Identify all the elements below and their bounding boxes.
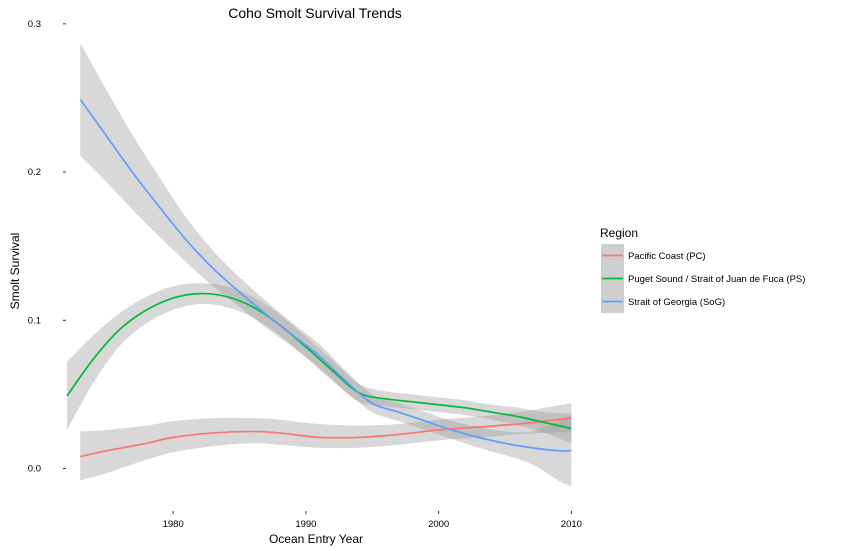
y-axis-title: Smolt Survival — [8, 233, 22, 310]
x-tick-label: 1990 — [295, 519, 316, 530]
y-tick-label: 0.3 — [28, 19, 41, 30]
x-tick-label: 2010 — [561, 519, 582, 530]
series-line-1 — [66, 292, 572, 430]
legend-label-0: Pacific Coast (PC) — [628, 251, 706, 262]
chart-title: Coho Smolt Survival Trends — [228, 5, 402, 21]
legend: Region Pacific Coast (PC) Puget Sound / S… — [600, 226, 805, 313]
series-lines — [66, 98, 572, 458]
legend-title: Region — [600, 226, 638, 240]
y-tick-label: 0.1 — [28, 315, 41, 326]
series-line-0 — [80, 417, 572, 458]
confidence-band-0 — [80, 403, 572, 481]
x-tick-label: 1980 — [163, 519, 184, 530]
confidence-band-1 — [67, 283, 572, 444]
x-tick-label: 2000 — [428, 519, 449, 530]
x-axis-title: Ocean Entry Year — [269, 532, 363, 546]
series-line-2 — [79, 98, 572, 452]
confidence-band-2 — [80, 43, 572, 487]
axis-ticks: 0.0 0.1 0.2 0.3 1980 1990 2000 2010 — [28, 19, 582, 530]
y-tick-label: 0.0 — [28, 464, 41, 475]
y-tick-label: 0.2 — [28, 167, 41, 178]
confidence-bands — [67, 43, 572, 487]
legend-label-1: Puget Sound / Strait of Juan de Fuca (PS… — [628, 274, 805, 285]
legend-label-2: Strait of Georgia (SoG) — [628, 297, 725, 308]
